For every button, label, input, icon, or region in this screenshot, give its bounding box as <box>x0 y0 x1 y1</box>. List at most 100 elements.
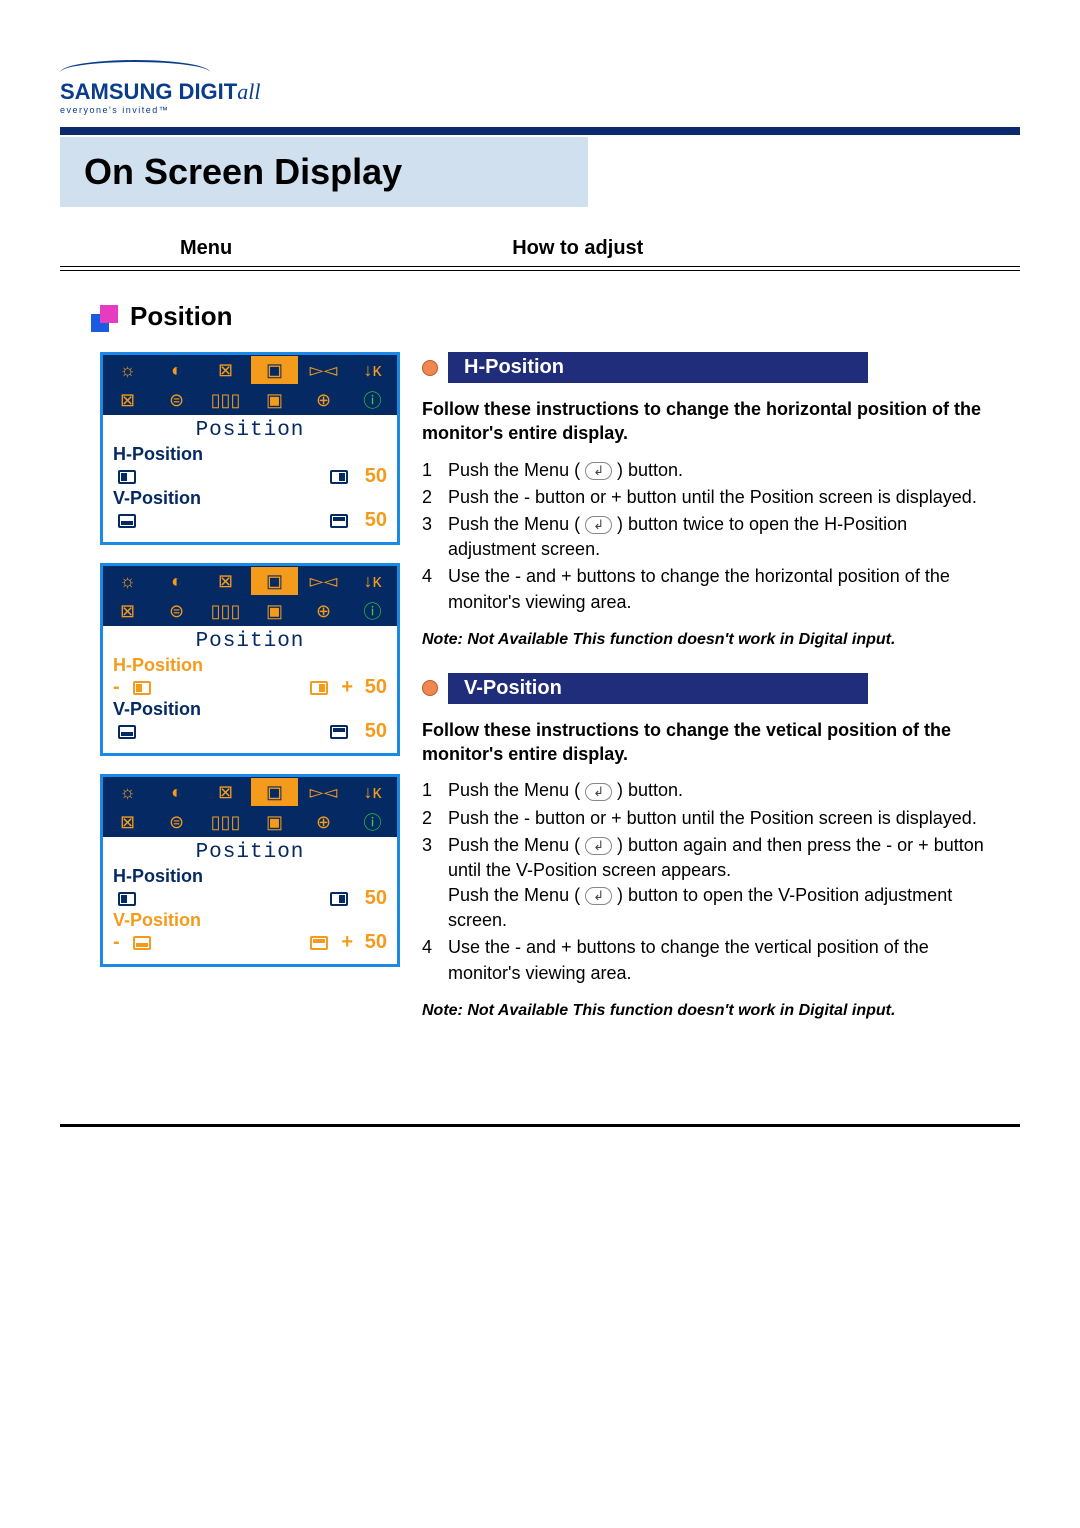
instructions-column: H-Position Follow these instructions to … <box>422 352 1000 1044</box>
contrast-icon: ◐ <box>152 355 201 385</box>
h-left-icon <box>113 888 141 910</box>
section-title: Position <box>130 301 233 332</box>
footer-rule <box>60 1124 1020 1127</box>
h-position-header: H-Position <box>422 352 1000 383</box>
color-temp-icon: ↓ᴋ <box>348 566 397 596</box>
page-title: On Screen Display <box>84 151 564 193</box>
v-note: Note: Not Available This function doesn'… <box>422 1002 1000 1020</box>
step-num: 2 <box>422 806 448 831</box>
h-right-icon <box>325 888 353 910</box>
page: SAMSUNG DIGITall everyone's invited™ On … <box>0 0 1080 1084</box>
h-steps: 1Push the Menu ( ↲ ) button. 2Push the -… <box>422 458 1000 615</box>
step-num: 2 <box>422 485 448 510</box>
menu-screenshots-column: ☼ ◐ ⊠ ▣ ▻◅ ↓ᴋ ⊠ ⊜ ▯▯▯ ▣ ⊕ ⓘ Position H-P… <box>100 352 400 1044</box>
misc2-icon: ⊜ <box>152 807 201 837</box>
v-position-label-active: V-Position <box>113 910 387 931</box>
step-num: 1 <box>422 778 448 803</box>
eq-icon: ▯▯▯ <box>201 385 250 415</box>
h-step-2: Push the - button or + button until the … <box>448 485 1000 510</box>
col-howto-label: How to adjust <box>512 237 643 260</box>
contrast-icon: ◐ <box>152 566 201 596</box>
misc2-icon: ⊜ <box>152 596 201 626</box>
step-num: 4 <box>422 564 448 614</box>
h-left-icon <box>128 677 156 699</box>
h-value: 50 <box>353 676 387 699</box>
osd-screenshot-3: ☼ ◐ ⊠ ▣ ▻◅ ↓ᴋ ⊠ ⊜ ▯▯▯ ▣ ⊕ ⓘ Position H-P… <box>100 774 400 967</box>
v-position-label: V-Position <box>113 488 387 509</box>
osd-title: Position <box>113 419 387 442</box>
v-intro-text: Follow these instructions to change the … <box>422 718 1000 767</box>
misc3-icon: ▣ <box>250 596 299 626</box>
columns-header: Menu How to adjust <box>60 237 1020 266</box>
h-intro-text: Follow these instructions to change the … <box>422 397 1000 446</box>
position-icon: ▣ <box>250 355 299 385</box>
brightness-icon: ☼ <box>103 355 152 385</box>
header-blue-bar <box>60 127 1020 135</box>
osd-icon-row: ☼ ◐ ⊠ ▣ ▻◅ ↓ᴋ ⊠ ⊜ ▯▯▯ ▣ ⊕ ⓘ <box>103 355 397 415</box>
osd-screenshot-2: ☼ ◐ ⊠ ▣ ▻◅ ↓ᴋ ⊠ ⊜ ▯▯▯ ▣ ⊕ ⓘ Position H-P… <box>100 563 400 756</box>
v-value: 50 <box>353 931 387 954</box>
logo-tagline: everyone's invited™ <box>60 105 1020 115</box>
brightness-icon: ☼ <box>103 777 152 807</box>
menu-button-icon: ↲ <box>585 462 612 480</box>
info-icon: ⓘ <box>348 385 397 415</box>
osd-title: Position <box>113 630 387 653</box>
section-title-row: Position <box>100 301 1020 332</box>
h-left-icon <box>113 466 141 488</box>
misc3-icon: ▣ <box>250 385 299 415</box>
image-lock-icon: ⊠ <box>201 777 250 807</box>
h-position-label: H-Position <box>113 866 387 887</box>
size-icon: ▻◅ <box>299 566 348 596</box>
contrast-icon: ◐ <box>152 777 201 807</box>
logo-block: SAMSUNG DIGITall everyone's invited™ <box>60 60 1020 115</box>
v-step-3: Push the Menu ( ↲ ) button again and the… <box>448 833 1000 934</box>
color-temp-icon: ↓ᴋ <box>348 777 397 807</box>
info-icon: ⓘ <box>348 596 397 626</box>
size-icon: ▻◅ <box>299 777 348 807</box>
content: ☼ ◐ ⊠ ▣ ▻◅ ↓ᴋ ⊠ ⊜ ▯▯▯ ▣ ⊕ ⓘ Position H-P… <box>60 352 1020 1044</box>
brightness-icon: ☼ <box>103 566 152 596</box>
v-step-1: Push the Menu ( ↲ ) button. <box>448 778 1000 803</box>
logo-arc <box>60 60 210 80</box>
v-down-icon <box>128 932 156 954</box>
h-value: 50 <box>353 465 387 488</box>
reset-icon: ⊕ <box>299 596 348 626</box>
position-icon: ▣ <box>250 566 299 596</box>
square-magenta-icon <box>100 305 118 323</box>
v-down-icon <box>113 510 141 532</box>
logo-ital: all <box>237 79 260 104</box>
osd-icon-row-2: ☼ ◐ ⊠ ▣ ▻◅ ↓ᴋ ⊠ ⊜ ▯▯▯ ▣ ⊕ ⓘ <box>103 566 397 626</box>
h-value: 50 <box>353 887 387 910</box>
h-step-4: Use the - and + buttons to change the ho… <box>448 564 1000 614</box>
v-position-bar: V-Position <box>448 673 868 704</box>
title-wrap: On Screen Display <box>60 137 588 207</box>
info-icon: ⓘ <box>348 807 397 837</box>
h-right-icon <box>325 466 353 488</box>
v-up-icon <box>325 721 353 743</box>
reset-icon: ⊕ <box>299 807 348 837</box>
v-down-icon <box>113 721 141 743</box>
misc1-icon: ⊠ <box>103 807 152 837</box>
misc1-icon: ⊠ <box>103 385 152 415</box>
minus-indicator: - <box>113 931 120 954</box>
step-num: 3 <box>422 512 448 562</box>
image-lock-icon: ⊠ <box>201 566 250 596</box>
v-steps: 1Push the Menu ( ↲ ) button. 2Push the -… <box>422 778 1000 986</box>
v-step-4: Use the - and + buttons to change the ve… <box>448 935 1000 985</box>
h-step-3: Push the Menu ( ↲ ) button twice to open… <box>448 512 1000 562</box>
h-position-label: H-Position <box>113 444 387 465</box>
v-position-header: V-Position <box>422 673 1000 704</box>
menu-button-icon: ↲ <box>585 783 612 801</box>
size-icon: ▻◅ <box>299 355 348 385</box>
v-value: 50 <box>353 720 387 743</box>
reset-icon: ⊕ <box>299 385 348 415</box>
osd-title: Position <box>113 841 387 864</box>
h-right-icon <box>305 677 333 699</box>
misc3-icon: ▣ <box>250 807 299 837</box>
col-menu-label: Menu <box>180 237 232 260</box>
osd-icon-row-3: ☼ ◐ ⊠ ▣ ▻◅ ↓ᴋ ⊠ ⊜ ▯▯▯ ▣ ⊕ ⓘ <box>103 777 397 837</box>
logo-main: SAMSUNG DIGIT <box>60 79 237 104</box>
v-step-2: Push the - button or + button until the … <box>448 806 1000 831</box>
misc2-icon: ⊜ <box>152 385 201 415</box>
v-up-icon <box>325 510 353 532</box>
